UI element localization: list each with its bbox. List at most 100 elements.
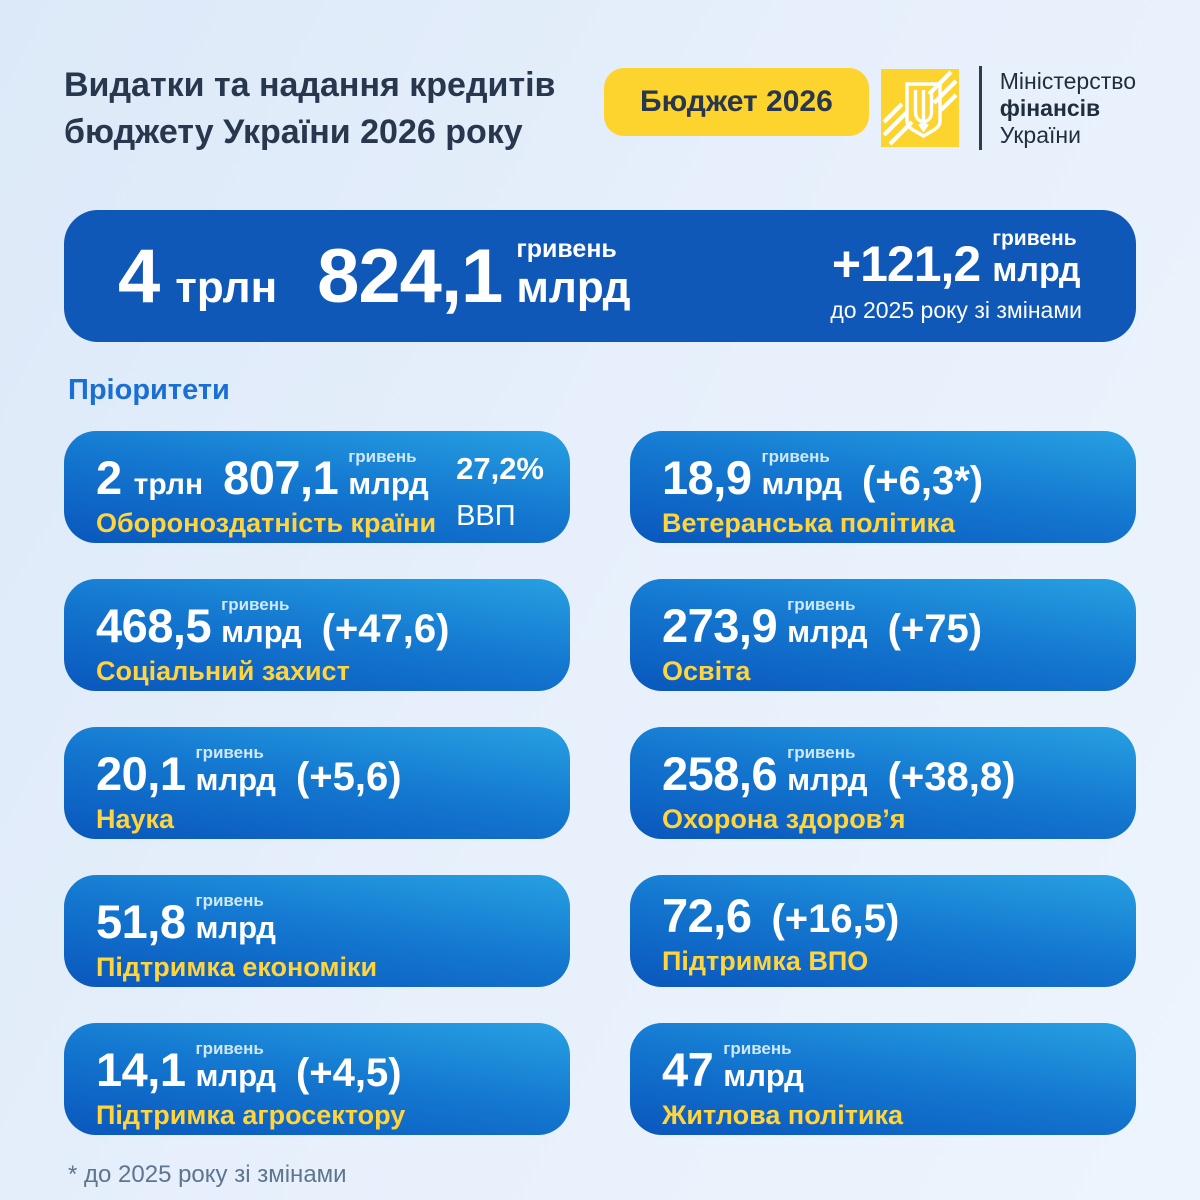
card-delta-value: (+38,8) xyxy=(887,755,1016,800)
priority-card-housing: 47 гривень млрд Житлова політика xyxy=(630,1023,1136,1135)
logo-divider xyxy=(978,66,982,150)
card-category-label: Охорона здоров’я xyxy=(662,804,906,835)
priority-card-healthcare: 258,6 гривень млрд (+38,8) Охорона здоров’я xyxy=(630,727,1136,839)
card-category-label: Ветеранська політика xyxy=(662,508,955,539)
card-category-label: Соціальний захист xyxy=(96,656,350,687)
card-currency-label: гривень xyxy=(195,743,264,762)
card-unit-stack: гривень млрд xyxy=(787,744,867,796)
card-unit: млрд xyxy=(723,1058,804,1094)
card-amount-line: 273,9 гривень млрд (+75) xyxy=(662,596,1106,653)
priorities-grid: 2 трлн 807,1 гривень млрд 27,2% ВВП Оборонозд… xyxy=(64,431,1136,1135)
card-delta-value: (+4,5) xyxy=(295,1051,402,1096)
card-unit: млрд xyxy=(221,614,302,650)
card-trillions-unit: трлн xyxy=(133,468,204,502)
card-amount-value: 468,5 xyxy=(96,599,212,653)
card-category-label: Підтримка економіки xyxy=(96,952,378,983)
trident-emblem-icon xyxy=(880,69,959,147)
card-currency-label: гривень xyxy=(195,891,264,910)
card-unit-stack: гривень млрд xyxy=(761,448,841,500)
card-unit: млрд xyxy=(787,762,868,798)
card-currency-label: гривень xyxy=(221,595,290,614)
gdp-percent: 27,2% xyxy=(456,451,544,486)
card-currency-label: гривень xyxy=(787,743,856,762)
total-trillions-value: 4 xyxy=(118,234,160,320)
priority-card-defense: 2 трлн 807,1 гривень млрд 27,2% ВВП Оборонозд… xyxy=(64,431,570,543)
card-unit-stack: гривень млрд xyxy=(787,596,867,648)
page-title-line1: Видатки та надання кредитів xyxy=(64,66,556,104)
total-delta-unit-stack: гривень млрд xyxy=(992,228,1080,287)
card-category-label: Житлова політика xyxy=(662,1100,904,1131)
budget-2026-badge: Бюджет 2026 xyxy=(604,68,869,136)
card-amount-line: 47 гривень млрд xyxy=(662,1040,1106,1097)
card-amount-line: 20,1 гривень млрд (+5,6) xyxy=(96,744,540,801)
card-amount-value: 273,9 xyxy=(662,599,778,653)
card-delta-value: (+6,3*) xyxy=(861,459,984,504)
page-title: Видатки та надання кредитів бюджету Укра… xyxy=(64,62,604,156)
card-trillions-value: 2 xyxy=(96,451,122,505)
card-amount-value: 72,6 xyxy=(662,889,752,942)
card-category-label: Наука xyxy=(96,804,175,835)
total-delta-currency-label: гривень xyxy=(992,227,1077,251)
card-amount-line: 72,6 (+16,5) xyxy=(662,892,1106,939)
card-unit-stack: гривень млрд xyxy=(195,744,275,796)
card-amount-line: 51,8 гривень млрд xyxy=(96,892,540,949)
card-unit: млрд xyxy=(195,1058,276,1094)
priority-card-veterans: 18,9 гривень млрд (+6,3*) Ветеранська політ… xyxy=(630,431,1136,543)
card-unit: млрд xyxy=(195,762,276,798)
card-unit-stack: гривень млрд xyxy=(195,1040,275,1092)
card-unit-stack: гривень млрд xyxy=(723,1040,803,1092)
card-amount-line: 258,6 гривень млрд (+38,8) xyxy=(662,744,1106,801)
total-billions-value: 824,1 xyxy=(317,234,503,320)
ministry-name: Міністерство фінансів України xyxy=(1000,68,1136,149)
priority-card-idp-support: 72,6 (+16,5) Підтримка ВПО xyxy=(630,875,1136,987)
priority-card-education: 273,9 гривень млрд (+75) Освіта xyxy=(630,579,1136,691)
card-amount-value: 14,1 xyxy=(96,1043,186,1097)
total-unit-stack: гривень млрд xyxy=(516,234,631,313)
card-unit-stack: гривень млрд xyxy=(221,596,301,648)
card-unit: млрд xyxy=(348,466,429,502)
ministry-name-line2: фінансів xyxy=(999,94,1101,121)
card-delta-value: (+75) xyxy=(887,607,983,652)
card-amount-value: 47 xyxy=(662,1043,714,1097)
card-delta-value: (+47,6) xyxy=(321,607,450,652)
priority-card-science: 20,1 гривень млрд (+5,6) Наука xyxy=(64,727,570,839)
card-delta-value: (+5,6) xyxy=(295,755,402,800)
card-delta-value: (+16,5) xyxy=(771,897,900,941)
card-currency-label: гривень xyxy=(761,447,830,466)
card-category-label: Підтримка ВПО xyxy=(662,946,869,976)
card-amount-value: 20,1 xyxy=(96,747,186,801)
gdp-share-block: 27,2% ВВП xyxy=(456,451,544,533)
priority-card-social: 468,5 гривень млрд (+47,6) Соціальний захис… xyxy=(64,579,570,691)
card-currency-label: гривень xyxy=(723,1039,792,1058)
card-currency-label: гривень xyxy=(787,595,856,614)
card-amount-line: 18,9 гривень млрд (+6,3*) xyxy=(662,448,1106,504)
footnote: * до 2025 року зі змінами xyxy=(68,1161,347,1188)
card-category-label: Освіта xyxy=(662,656,751,687)
card-amount-line: 468,5 гривень млрд (+47,6) xyxy=(96,596,540,653)
header: Видатки та надання кредитів бюджету Укра… xyxy=(64,62,1136,156)
total-billions-unit: млрд xyxy=(516,263,631,313)
total-delta-unit: млрд xyxy=(992,250,1081,289)
total-delta-note: до 2025 року зі змінами xyxy=(830,296,1082,323)
priority-card-economy: 51,8 гривень млрд Підтримка економіки xyxy=(64,875,570,987)
total-currency-label: гривень xyxy=(516,234,617,263)
card-amount-value: 258,6 xyxy=(662,747,778,801)
card-amount-line: 2 трлн 807,1 гривень млрд xyxy=(96,448,540,505)
card-unit: млрд xyxy=(787,614,868,650)
card-amount-value: 51,8 xyxy=(96,895,186,949)
ministry-logo-block: Міністерство фінансів України xyxy=(880,66,1136,150)
card-category-label: Обороноздатність країни xyxy=(96,508,437,539)
card-unit-stack: гривень млрд xyxy=(195,892,275,944)
card-unit-stack: гривень млрд xyxy=(348,448,428,500)
card-unit: млрд xyxy=(195,910,276,946)
total-delta-line: +121,2 гривень млрд xyxy=(830,228,1082,292)
card-amount-line: 14,1 гривень млрд (+4,5) xyxy=(96,1040,540,1097)
card-unit: млрд xyxy=(761,466,842,502)
total-delta-block: +121,2 гривень млрд до 2025 року зі змінам… xyxy=(830,228,1082,323)
total-budget-banner: 4 трлн 824,1 гривень млрд +121,2 гривень млрд … xyxy=(64,210,1136,342)
total-amount: 4 трлн 824,1 гривень млрд xyxy=(118,234,631,320)
page-title-line2: бюджету України 2026 року xyxy=(64,113,523,151)
card-currency-label: гривень xyxy=(348,447,417,466)
total-delta-value: +121,2 xyxy=(831,235,981,292)
